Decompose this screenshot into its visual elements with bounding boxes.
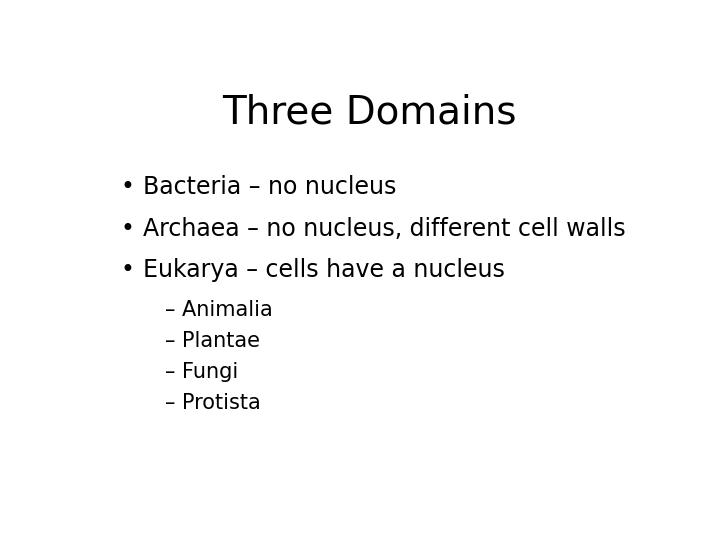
Text: Bacteria – no nucleus: Bacteria – no nucleus xyxy=(143,175,397,199)
Text: Three Domains: Three Domains xyxy=(222,94,516,132)
Text: – Protista: – Protista xyxy=(166,393,261,413)
Text: – Plantae: – Plantae xyxy=(166,331,261,351)
Text: Archaea – no nucleus, different cell walls: Archaea – no nucleus, different cell wal… xyxy=(143,217,626,240)
Text: •: • xyxy=(121,258,135,282)
Text: Eukarya – cells have a nucleus: Eukarya – cells have a nucleus xyxy=(143,258,505,282)
Text: •: • xyxy=(121,175,135,199)
Text: – Fungi: – Fungi xyxy=(166,362,238,382)
Text: •: • xyxy=(121,217,135,240)
Text: – Animalia: – Animalia xyxy=(166,300,273,320)
